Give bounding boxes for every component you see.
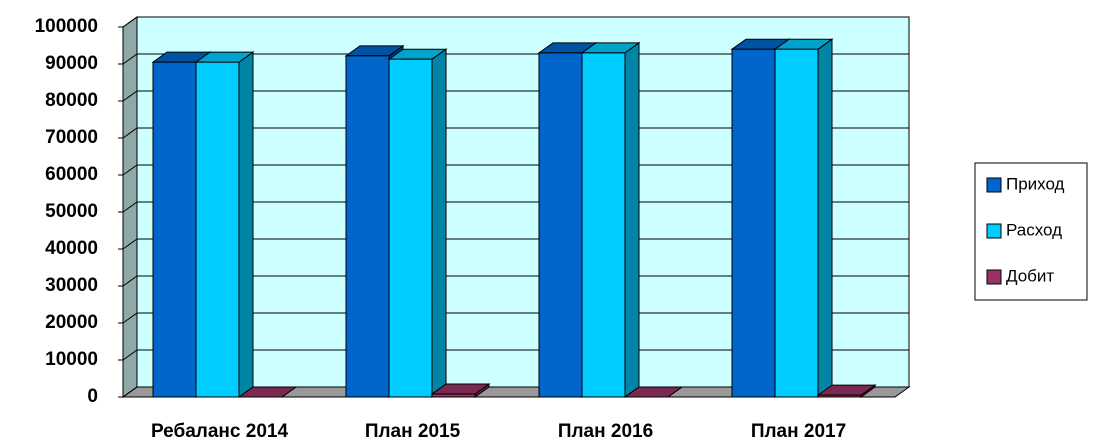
x-tick-label: План 2016: [558, 421, 653, 442]
y-tick-label: 70000: [45, 127, 98, 148]
y-tick-label: 90000: [45, 53, 98, 74]
bar: [345, 55, 390, 398]
bar: [195, 61, 240, 398]
bar: [731, 48, 776, 398]
bar-3d: [773, 38, 834, 398]
bar-top: [623, 386, 684, 398]
legend-key: [986, 177, 1002, 193]
grid-line: [122, 312, 138, 324]
grid-line: [122, 201, 138, 213]
legend-key: [986, 269, 1002, 285]
legend-label: Добит: [1006, 266, 1054, 285]
bar-side: [624, 41, 640, 398]
y-tick-label: 100000: [35, 16, 98, 37]
bar-3d: [430, 383, 491, 398]
bar: [538, 52, 583, 398]
y-tick-label: 40000: [45, 238, 98, 259]
grid-line: [122, 349, 138, 361]
y-tick-label: 80000: [45, 90, 98, 111]
grid-line: [122, 127, 138, 139]
x-tick-label: Ребаланс 2014: [151, 421, 288, 442]
y-tick-label: 10000: [45, 349, 98, 370]
legend-label: Приход: [1006, 174, 1065, 193]
legend-key: [986, 223, 1002, 239]
bar-3d: [194, 51, 255, 398]
x-tick-label: План 2017: [751, 421, 846, 442]
grid-line: [122, 53, 138, 65]
grid-line: [122, 16, 138, 28]
bar: [817, 394, 862, 398]
bar-top: [237, 386, 298, 398]
legend-label: Расход: [1006, 220, 1062, 239]
grid-line: [122, 238, 138, 250]
grid-line: [122, 164, 138, 176]
grid-line: [122, 386, 138, 398]
bar-3d: [387, 48, 448, 398]
bar-side: [817, 38, 833, 398]
grid-line: [122, 90, 138, 102]
bar: [774, 48, 819, 398]
y-tick-label: 20000: [45, 312, 98, 333]
y-tick-label: 0: [87, 386, 98, 407]
bar: [581, 52, 626, 398]
bar-3d: [580, 41, 641, 398]
y-tick-label: 30000: [45, 275, 98, 296]
bar: [152, 61, 197, 398]
bar-side: [431, 48, 447, 398]
bar: [388, 58, 433, 398]
y-tick-label: 60000: [45, 164, 98, 185]
bar-3d: [237, 386, 298, 398]
bar-3d: [816, 384, 877, 398]
y-tick-label: 50000: [45, 201, 98, 222]
x-tick-label: План 2015: [365, 421, 461, 442]
bar: [431, 393, 476, 398]
bar-side: [238, 51, 254, 398]
grid-line: [122, 275, 138, 287]
bar-3d: [623, 386, 684, 398]
